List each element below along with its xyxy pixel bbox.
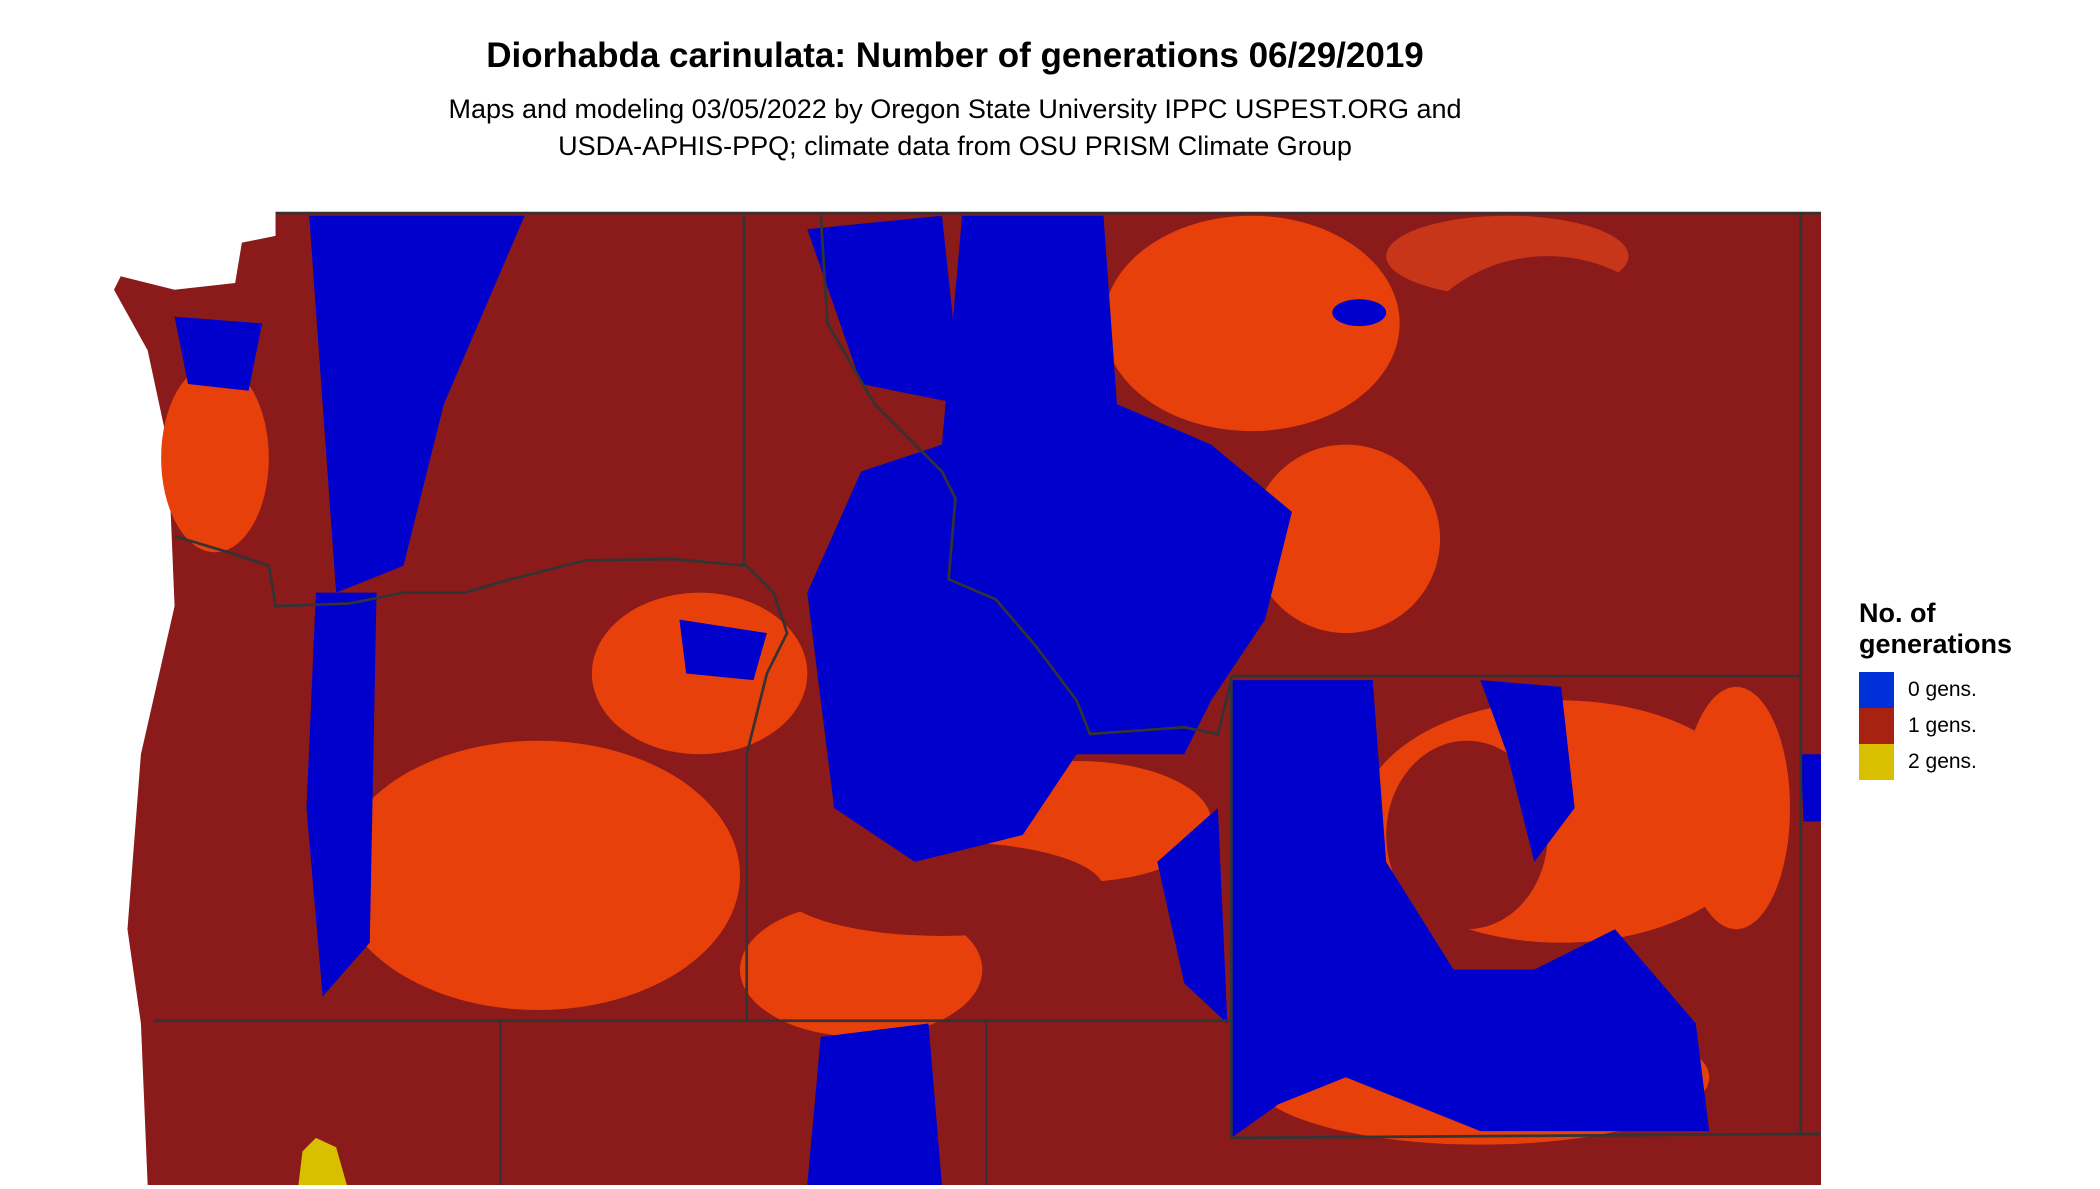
region xyxy=(309,215,525,593)
two-gen-area xyxy=(298,1137,347,1185)
region xyxy=(174,316,263,391)
map-title: Diorhabda carinulata: Number of generati… xyxy=(486,36,1424,75)
legend-item-1-gens: 1 gens. xyxy=(1859,708,2059,744)
legend-title-line-1: No. of xyxy=(1859,598,1936,628)
legend-item-2-gens: 2 gens. xyxy=(1859,744,2059,780)
legend-swatch-blue xyxy=(1859,672,1894,708)
legend-title-line-2: generations xyxy=(1859,629,2013,659)
region xyxy=(306,592,377,997)
region xyxy=(1800,754,1821,822)
border-wy-south xyxy=(1231,1132,1821,1140)
region xyxy=(807,215,963,405)
region xyxy=(1682,686,1791,930)
region xyxy=(1251,444,1441,634)
region xyxy=(1157,808,1228,1024)
region xyxy=(739,902,983,1037)
legend-swatch-red xyxy=(1859,708,1894,744)
border-wa-or xyxy=(174,534,775,608)
region xyxy=(1231,680,1710,1138)
region xyxy=(1332,299,1387,327)
legend-label: 1 gens. xyxy=(1908,714,1977,737)
region xyxy=(161,363,269,553)
region xyxy=(1103,215,1400,432)
map-subtitle-line-2: USDA-APHIS-PPQ; climate data from OSU PR… xyxy=(558,131,1352,161)
generations-map xyxy=(114,211,1821,1185)
region xyxy=(807,1023,942,1185)
zero-gen-areas xyxy=(174,215,1821,1185)
state-borders xyxy=(154,211,1821,1185)
map-subtitle-line-1: Maps and modeling 03/05/2022 by Oregon S… xyxy=(448,94,1462,124)
legend-title: No. of generations xyxy=(1859,598,2059,660)
region xyxy=(679,619,767,681)
legend-swatch-yellow xyxy=(1859,744,1894,780)
region xyxy=(807,215,1292,862)
legend-label: 2 gens. xyxy=(1908,750,1977,773)
region xyxy=(336,740,740,1010)
legend-label: 0 gens. xyxy=(1908,678,1977,701)
border-or-id xyxy=(745,592,789,1021)
region xyxy=(1480,680,1575,862)
border-id-mt xyxy=(819,215,1233,736)
legend-item-0-gens: 0 gens. xyxy=(1859,672,2059,708)
legend: No. of generations 0 gens. 1 gens. 2 gen… xyxy=(1859,598,2059,780)
